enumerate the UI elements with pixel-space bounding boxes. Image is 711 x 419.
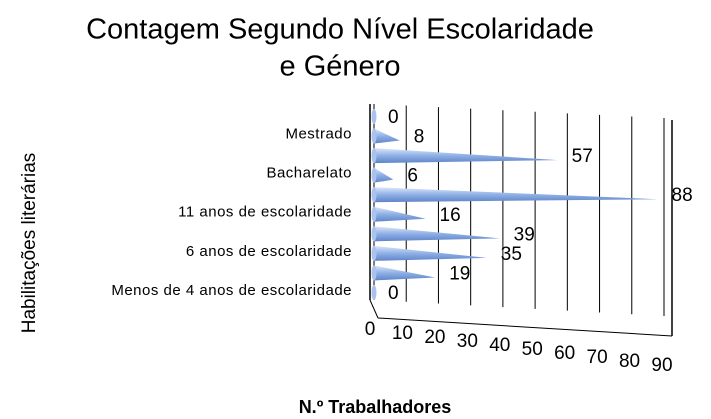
value-label: 6 (407, 166, 418, 187)
cone (374, 187, 658, 203)
y-tick-label: Menos de 4 anos de escolaridade (111, 282, 352, 299)
x-tick-label: 10 (392, 323, 413, 344)
x-tick-label: 50 (522, 339, 543, 360)
y-axis-label: Habilitações literárias (19, 153, 40, 334)
value-label: 39 (514, 224, 535, 245)
cone-base (371, 285, 377, 300)
value-label: 35 (501, 244, 522, 265)
cone (374, 167, 394, 183)
cone (374, 265, 436, 281)
chart-title: e Género (280, 51, 401, 83)
cone (374, 245, 487, 261)
y-tick-label: 11 anos de escolaridade (178, 204, 352, 221)
x-tick-label: 70 (587, 347, 608, 368)
value-label: 19 (449, 263, 470, 284)
x-tick-label: 80 (619, 351, 640, 372)
cone (374, 128, 400, 144)
cone-base (371, 109, 377, 124)
cone-base (371, 128, 377, 144)
value-label: 8 (414, 127, 425, 148)
cone-base (371, 206, 377, 222)
cone-base (371, 265, 377, 281)
cone-base (371, 187, 377, 203)
floor-edge (377, 317, 673, 337)
value-label: 16 (440, 205, 461, 226)
y-tick-label: Mestrado (285, 126, 352, 143)
cone (374, 148, 558, 164)
cone (374, 226, 500, 242)
x-tick-label: 40 (489, 335, 510, 356)
value-label: 0 (388, 107, 399, 128)
x-tick-label: 0 (365, 319, 376, 340)
value-label: 0 (388, 283, 399, 304)
cone-base (371, 245, 377, 261)
x-tick-label: 90 (651, 355, 672, 376)
y-tick-label: Bacharelato (266, 165, 352, 182)
cone-base (371, 148, 377, 164)
cone-base (371, 167, 377, 183)
x-tick-label: 60 (554, 343, 575, 364)
x-axis-label: N.º Trabalhadores (299, 397, 452, 417)
x-tick-label: 30 (457, 331, 478, 352)
x-tick-label: 20 (424, 327, 445, 348)
value-label: 57 (572, 146, 593, 167)
chart-title: Contagem Segundo Nível Escolaridade (86, 14, 594, 46)
cone (374, 206, 426, 222)
value-label: 88 (672, 185, 693, 206)
floor-edge (369, 299, 379, 319)
y-tick-label: 6 anos de escolaridade (186, 243, 352, 260)
cone-base (371, 226, 377, 242)
